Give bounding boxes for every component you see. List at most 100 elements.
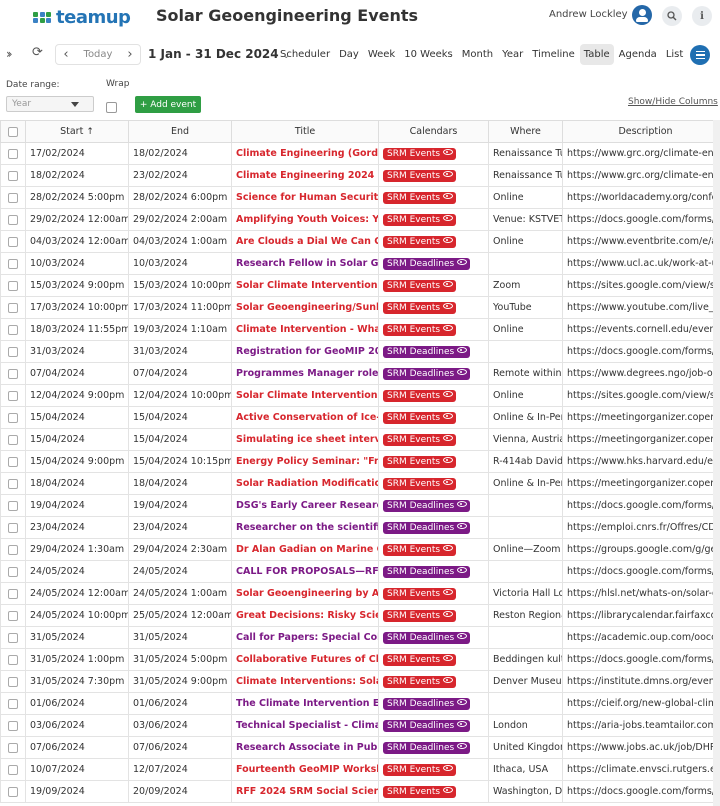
title-cell[interactable]: DSG's Early Career Researchers <box>231 494 379 517</box>
calendar-badge[interactable]: SRM Events <box>383 235 457 248</box>
title-cell[interactable]: Solar Geoengineering/Sunlight Reflection <box>231 296 379 319</box>
row-select-cell[interactable] <box>0 142 26 165</box>
calendar-badge[interactable]: SRM Events <box>383 389 457 402</box>
title-cell[interactable]: Research Associate in Public Perceptions <box>231 736 379 759</box>
title-cell[interactable]: Call for Papers: Special Collection <box>231 626 379 649</box>
view-tab-list[interactable]: List <box>665 49 684 60</box>
calendar-badge[interactable]: SRM Events <box>383 785 457 798</box>
calendar-badge[interactable]: SRM Deadlines <box>383 565 471 578</box>
view-tab-year[interactable]: Year <box>502 49 524 60</box>
view-tab-week[interactable]: Week <box>367 49 396 60</box>
title-cell[interactable]: Amplifying Youth Voices: Youth <box>231 208 379 231</box>
row-select-cell[interactable] <box>0 714 26 737</box>
row-checkbox[interactable] <box>8 676 18 687</box>
title-cell[interactable]: Simulating ice sheet intervention <box>231 428 379 451</box>
calendar-badge[interactable]: SRM Events <box>383 455 457 468</box>
view-tab-scheduler[interactable]: Scheduler <box>280 49 331 60</box>
row-select-cell[interactable] <box>0 626 26 649</box>
row-checkbox[interactable] <box>8 412 18 423</box>
calendar-badge[interactable]: SRM Deadlines <box>383 345 471 358</box>
table-row[interactable]: 19/09/2024 20/09/2024 RFF 2024 SRM Social … <box>0 780 720 803</box>
table-row[interactable]: 23/04/2024 23/04/2024 Researcher on the sc… <box>0 516 720 539</box>
row-select-cell[interactable] <box>0 208 26 231</box>
select-all-checkbox[interactable] <box>8 126 18 137</box>
title-cell[interactable]: RFF 2024 SRM Social Science Workshop <box>231 780 379 803</box>
row-checkbox[interactable] <box>8 456 18 467</box>
row-select-cell[interactable] <box>0 538 26 561</box>
table-row[interactable]: 15/04/2024 15/04/2024 Simulating ice sheet… <box>0 428 720 451</box>
calendar-badge[interactable]: SRM Events <box>383 147 457 160</box>
teamup-logo[interactable]: teamup <box>33 7 131 28</box>
title-cell[interactable]: Fourteenth GeoMIP Workshop <box>231 758 379 781</box>
title-cell[interactable]: Great Decisions: Risky Science <box>231 604 379 627</box>
search-button[interactable] <box>662 6 682 26</box>
view-tab-10-weeks[interactable]: 10 Weeks <box>404 49 453 60</box>
table-row[interactable]: 24/05/2024 10:00pm 25/05/2024 12:00am Grea… <box>0 604 720 627</box>
table-row[interactable]: 31/05/2024 7:30pm 31/05/2024 9:00pm Climat… <box>0 670 720 693</box>
table-row[interactable]: 31/05/2024 1:00pm 31/05/2024 5:00pm Collab… <box>0 648 720 671</box>
calendar-badge[interactable]: SRM Deadlines <box>383 741 471 754</box>
row-checkbox[interactable] <box>8 214 18 225</box>
column-header-description[interactable]: Description <box>562 120 720 143</box>
row-select-cell[interactable] <box>0 384 26 407</box>
row-select-cell[interactable] <box>0 780 26 803</box>
row-select-cell[interactable] <box>0 560 26 583</box>
row-select-cell[interactable] <box>0 406 26 429</box>
row-checkbox[interactable] <box>8 764 18 775</box>
view-tab-timeline[interactable]: Timeline <box>532 49 575 60</box>
refresh-icon[interactable]: ⟳ <box>32 45 43 60</box>
calendar-badge[interactable]: SRM Events <box>383 301 457 314</box>
calendar-badge[interactable]: SRM Deadlines <box>383 631 471 644</box>
table-row[interactable]: 18/03/2024 11:55pm 19/03/2024 1:10am Clima… <box>0 318 720 341</box>
row-select-cell[interactable] <box>0 340 26 363</box>
row-select-cell[interactable] <box>0 252 26 275</box>
row-checkbox[interactable] <box>8 522 18 533</box>
table-row[interactable]: 17/03/2024 10:00pm 17/03/2024 11:00pm Sola… <box>0 296 720 319</box>
row-checkbox[interactable] <box>8 698 18 709</box>
user-name[interactable]: Andrew Lockley <box>549 9 628 20</box>
row-select-cell[interactable] <box>0 670 26 693</box>
today-button[interactable]: Today <box>83 49 113 60</box>
row-checkbox[interactable] <box>8 236 18 247</box>
row-checkbox[interactable] <box>8 632 18 643</box>
title-cell[interactable]: Energy Policy Seminar: "Frosted Glass" <box>231 450 379 473</box>
table-row[interactable]: 15/03/2024 9:00pm 15/03/2024 10:00pm Solar… <box>0 274 720 297</box>
table-row[interactable]: 31/05/2024 31/05/2024 Call for Papers: Spe… <box>0 626 720 649</box>
table-row[interactable]: 15/04/2024 9:00pm 15/04/2024 10:15pm Energ… <box>0 450 720 473</box>
info-button[interactable]: i <box>692 6 712 26</box>
table-row[interactable]: 29/04/2024 1:30am 29/04/2024 2:30am Dr Ala… <box>0 538 720 561</box>
calendar-badge[interactable]: SRM Events <box>383 323 457 336</box>
row-select-cell[interactable] <box>0 230 26 253</box>
calendar-badge[interactable]: SRM Events <box>383 587 457 600</box>
calendar-badge[interactable]: SRM Deadlines <box>383 521 471 534</box>
table-row[interactable]: 17/02/2024 18/02/2024 Climate Engineering … <box>0 142 720 165</box>
row-select-cell[interactable] <box>0 296 26 319</box>
view-tab-agenda[interactable]: Agenda <box>618 49 657 60</box>
calendar-badge[interactable]: SRM Events <box>383 675 457 688</box>
calendar-badge[interactable]: SRM Events <box>383 411 457 424</box>
title-cell[interactable]: Solar Climate Intervention Virtual <box>231 274 379 297</box>
title-cell[interactable]: Climate Engineering 2024 (Gordon Researc… <box>231 164 379 187</box>
date-range-selector[interactable]: 1 Jan - 31 Dec 2024 ⌄ <box>148 47 290 61</box>
column-header-title[interactable]: Title <box>231 120 379 143</box>
column-header-start[interactable]: Start ↑ <box>25 120 129 143</box>
table-row[interactable]: 28/02/2024 5:00pm 28/02/2024 6:00pm Scienc… <box>0 186 720 209</box>
row-select-cell[interactable] <box>0 582 26 605</box>
table-row[interactable]: 12/04/2024 9:00pm 12/04/2024 10:00pm Solar… <box>0 384 720 407</box>
row-checkbox[interactable] <box>8 390 18 401</box>
collapse-sidebar-icon[interactable]: ›› <box>6 47 12 61</box>
view-tab-day[interactable]: Day <box>339 49 359 60</box>
table-row[interactable]: 19/04/2024 19/04/2024 DSG's Early Career R… <box>0 494 720 517</box>
table-row[interactable]: 03/06/2024 03/06/2024 Technical Specialist… <box>0 714 720 737</box>
title-cell[interactable]: Solar Climate Intervention Virtual <box>231 384 379 407</box>
add-event-button[interactable]: + Add event <box>135 96 201 113</box>
row-select-cell[interactable] <box>0 164 26 187</box>
wrap-checkbox[interactable] <box>106 102 117 113</box>
calendar-badge[interactable]: SRM Events <box>383 433 457 446</box>
calendar-badge[interactable]: SRM Events <box>383 279 457 292</box>
view-tab-table[interactable]: Table <box>579 44 614 65</box>
table-row[interactable]: 07/04/2024 07/04/2024 Programmes Manager r… <box>0 362 720 385</box>
title-cell[interactable]: Climate Intervention - What Do <box>231 318 379 341</box>
table-row[interactable]: 18/02/2024 23/02/2024 Climate Engineering … <box>0 164 720 187</box>
row-select-cell[interactable] <box>0 692 26 715</box>
